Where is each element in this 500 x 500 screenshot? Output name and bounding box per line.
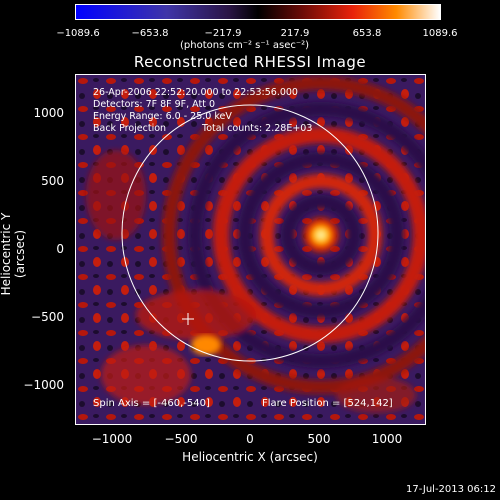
- x-tick: −500: [164, 432, 198, 446]
- colorbar-tick: 1089.6: [422, 28, 458, 39]
- y-tick: −500: [31, 310, 64, 324]
- colorbar-tick: −217.9: [204, 28, 242, 39]
- spin-axis-label: Spin Axis = [-460,-540]: [93, 398, 210, 409]
- info-energy: Energy Range: 6.0 - 25.0 keV: [93, 111, 232, 122]
- y-axis-label: Heliocentric Y (arcsec): [0, 212, 27, 296]
- image-title: Reconstructed RHESSI Image: [133, 53, 367, 71]
- timestamp-footer: 17-Jul-2013 06:12: [405, 484, 496, 495]
- info-time: 26-Apr-2006 22:52:20.000 to 22:53:56.000: [93, 87, 298, 98]
- x-tick: 1000: [371, 432, 403, 446]
- x-axis-label: Heliocentric X (arcsec): [182, 450, 318, 464]
- spin-axis-marker: [182, 313, 194, 325]
- solar-image: [75, 74, 426, 425]
- colorbar-tick: 217.9: [280, 28, 310, 39]
- info-counts: Total counts: 2.28E+03: [202, 123, 313, 134]
- colorbar: [75, 4, 441, 20]
- solar-image-canvas: [76, 75, 425, 424]
- x-tick: 500: [307, 432, 331, 446]
- y-tick: 0: [56, 242, 64, 256]
- colorbar-tick: −653.8: [131, 28, 169, 39]
- colorbar-tick: −1089.6: [56, 28, 100, 39]
- flare-position-label: Flare Position = [524,142]: [262, 398, 393, 409]
- y-tick: 1000: [33, 106, 64, 120]
- colorbar-unit: (photons cm⁻² s⁻¹ asec⁻²): [180, 40, 310, 51]
- x-tick: −1000: [91, 432, 133, 446]
- info-method: Back Projection: [93, 123, 167, 134]
- x-tick: 0: [246, 432, 254, 446]
- colorbar-tick: 653.8: [352, 28, 382, 39]
- y-tick: 500: [41, 174, 64, 188]
- y-tick: −1000: [23, 378, 64, 392]
- solar-limb-circle: [121, 104, 379, 362]
- info-detectors: Detectors: 7F 8F 9F, Att 0: [93, 99, 216, 110]
